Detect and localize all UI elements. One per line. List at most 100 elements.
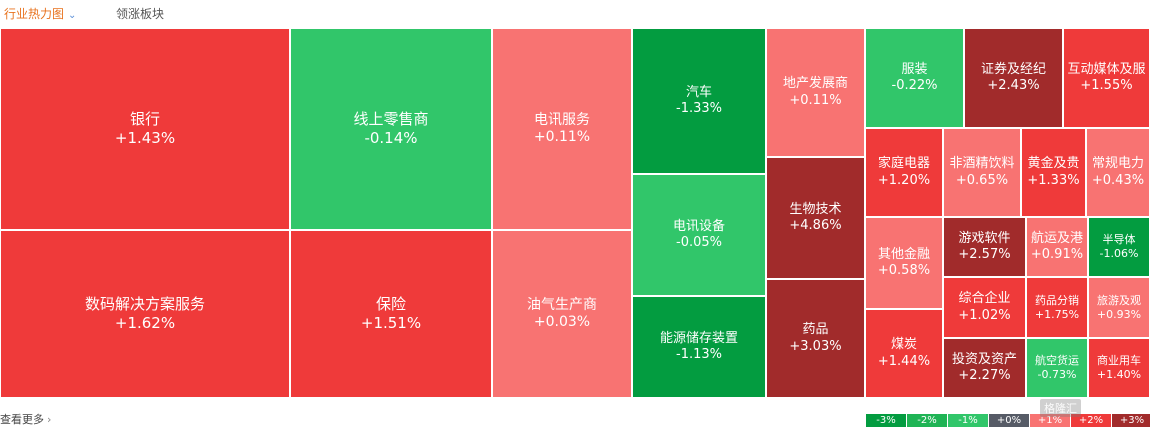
sector-name: 电讯服务 — [534, 111, 590, 128]
sector-change: +0.58% — [877, 263, 931, 278]
sector-name: 油气生产商 — [527, 296, 597, 313]
sector-change: -1.33% — [676, 101, 722, 116]
sector-cell[interactable]: 油气生产商 +0.03% — [492, 230, 632, 398]
sector-cell[interactable]: 游戏软件 +2.57% — [943, 217, 1026, 277]
sector-cell[interactable]: 服装 -0.22% — [865, 28, 964, 128]
sector-name: 综合企业 — [958, 291, 1011, 307]
sector-cell[interactable]: 能源储存装置 -1.13% — [632, 296, 766, 398]
sector-change: +1.75% — [1034, 307, 1080, 321]
sector-name: 黄金及贵 — [1027, 156, 1080, 172]
sector-name: 商业用车 — [1097, 354, 1141, 368]
sector-change: +0.03% — [533, 314, 591, 330]
sector-cell[interactable]: 线上零售商 -0.14% — [290, 28, 492, 230]
legend-swatch: +0% — [989, 414, 1029, 427]
sector-change: -1.13% — [676, 347, 722, 362]
sector-change: +0.11% — [789, 92, 842, 108]
sector-cell[interactable]: 汽车 -1.33% — [632, 28, 766, 174]
sector-cell[interactable]: 黄金及贵 +1.33% — [1021, 128, 1086, 217]
sector-name: 药品 — [802, 322, 829, 338]
sector-name: 半导体 — [1102, 233, 1136, 247]
legend-swatch: -3% — [866, 414, 906, 427]
sector-change: +1.02% — [958, 307, 1011, 323]
sector-change: +0.43% — [1091, 172, 1145, 188]
sector-cell[interactable]: 数码解决方案服务 +1.62% — [0, 230, 290, 398]
sector-change: +1.43% — [114, 129, 176, 147]
sector-name: 游戏软件 — [958, 230, 1011, 246]
sector-cell[interactable]: 药品分销 +1.75% — [1026, 277, 1088, 338]
sector-name: 数码解决方案服务 — [84, 295, 205, 314]
sector-cell[interactable]: 家庭电器 +1.20% — [865, 128, 943, 217]
sector-name: 家庭电器 — [877, 156, 930, 172]
sector-name: 常规电力 — [1091, 156, 1144, 172]
sector-cell[interactable]: 非酒精饮料 +0.65% — [943, 128, 1021, 217]
sector-cell[interactable]: 投资及资产 +2.27% — [943, 338, 1026, 398]
sector-cell[interactable]: 常规电力 +0.43% — [1086, 128, 1150, 217]
sector-name: 互动媒体及服 — [1067, 61, 1146, 77]
sector-cell[interactable]: 地产发展商 +0.11% — [766, 28, 865, 157]
sector-change: +2.43% — [987, 78, 1040, 93]
sector-change: -0.14% — [364, 129, 418, 147]
sector-change: +1.44% — [877, 353, 931, 369]
sector-change: +1.55% — [1080, 78, 1133, 93]
sector-change: -0.22% — [891, 78, 938, 93]
industry-heatmap: 银行 +1.43% 数码解决方案服务 +1.62% 线上零售商 -0.14% 保险 +1.51… — [0, 28, 1150, 398]
sector-name: 电讯设备 — [672, 218, 725, 234]
tab-leading-sectors[interactable]: 领涨板块 — [116, 7, 165, 21]
sector-change: +0.93% — [1096, 307, 1142, 321]
tab-bar: 行业热力图 ⌄ 领涨板块 — [0, 0, 1150, 28]
legend-swatch: +2% — [1071, 414, 1111, 427]
sector-cell[interactable]: 航运及港 +0.91% — [1026, 217, 1088, 277]
sector-cell[interactable]: 证券及经纪 +2.43% — [964, 28, 1063, 128]
sector-name: 线上零售商 — [353, 110, 429, 129]
legend-swatch: +1% — [1030, 414, 1070, 427]
watermark: 格隆汇 — [1040, 399, 1081, 417]
sector-name: 煤炭 — [890, 337, 917, 353]
sector-name: 地产发展商 — [782, 76, 848, 92]
chevron-down-icon[interactable]: ⌄ — [68, 10, 77, 21]
sector-cell[interactable]: 电讯设备 -0.05% — [632, 174, 766, 296]
sector-change: +1.62% — [114, 314, 176, 332]
sector-name: 其他金融 — [877, 246, 930, 262]
sector-name: 航运及港 — [1030, 230, 1083, 246]
sector-change: +2.27% — [958, 368, 1011, 383]
sector-cell[interactable]: 生物技术 +4.86% — [766, 157, 865, 279]
sector-change: -0.05% — [676, 235, 722, 250]
sector-cell[interactable]: 煤炭 +1.44% — [865, 309, 943, 398]
sector-name: 生物技术 — [789, 201, 842, 217]
legend-swatch: -2% — [907, 414, 947, 427]
sector-name: 服装 — [901, 61, 928, 77]
tab-industry-heatmap-label: 行业热力图 — [4, 7, 65, 21]
sector-name: 汽车 — [685, 84, 712, 100]
color-legend: -3% -2% -1% +0% +1% +2% +3% — [866, 414, 1150, 427]
tab-industry-heatmap[interactable]: 行业热力图 ⌄ — [4, 7, 76, 23]
sector-cell[interactable]: 其他金融 +0.58% — [865, 217, 943, 309]
sector-cell[interactable]: 半导体 -1.06% — [1088, 217, 1150, 277]
sector-cell[interactable]: 药品 +3.03% — [766, 279, 865, 398]
sector-cell[interactable]: 综合企业 +1.02% — [943, 277, 1026, 338]
sector-change: +1.20% — [877, 172, 931, 188]
sector-cell[interactable]: 电讯服务 +0.11% — [492, 28, 632, 230]
sector-name: 旅游及观 — [1097, 293, 1141, 307]
sector-change: -0.73% — [1037, 368, 1077, 381]
sector-name: 保险 — [375, 295, 406, 314]
sector-cell[interactable]: 商业用车 +1.40% — [1088, 338, 1150, 398]
chevron-right-icon: › — [47, 413, 52, 426]
sector-change: +0.11% — [533, 129, 591, 145]
sector-change: +3.03% — [789, 338, 842, 354]
sector-change: +1.51% — [360, 314, 422, 332]
sector-name: 证券及经纪 — [980, 61, 1046, 77]
sector-cell[interactable]: 互动媒体及服 +1.55% — [1063, 28, 1150, 128]
legend-swatch: -1% — [948, 414, 988, 427]
view-more-link[interactable]: 查看更多 › — [0, 413, 51, 426]
sector-cell[interactable]: 旅游及观 +0.93% — [1088, 277, 1150, 338]
sector-change: -1.06% — [1099, 247, 1139, 260]
legend-swatch: +3% — [1112, 414, 1150, 427]
sector-cell[interactable]: 银行 +1.43% — [0, 28, 290, 230]
sector-cell[interactable]: 航空货运 -0.73% — [1026, 338, 1088, 398]
sector-name: 银行 — [129, 110, 160, 129]
sector-name: 投资及资产 — [951, 351, 1017, 367]
sector-cell[interactable]: 保险 +1.51% — [290, 230, 492, 398]
sector-change: +0.91% — [1030, 247, 1084, 262]
sector-name: 非酒精饮料 — [949, 156, 1015, 172]
sector-name: 航空货运 — [1035, 354, 1079, 368]
